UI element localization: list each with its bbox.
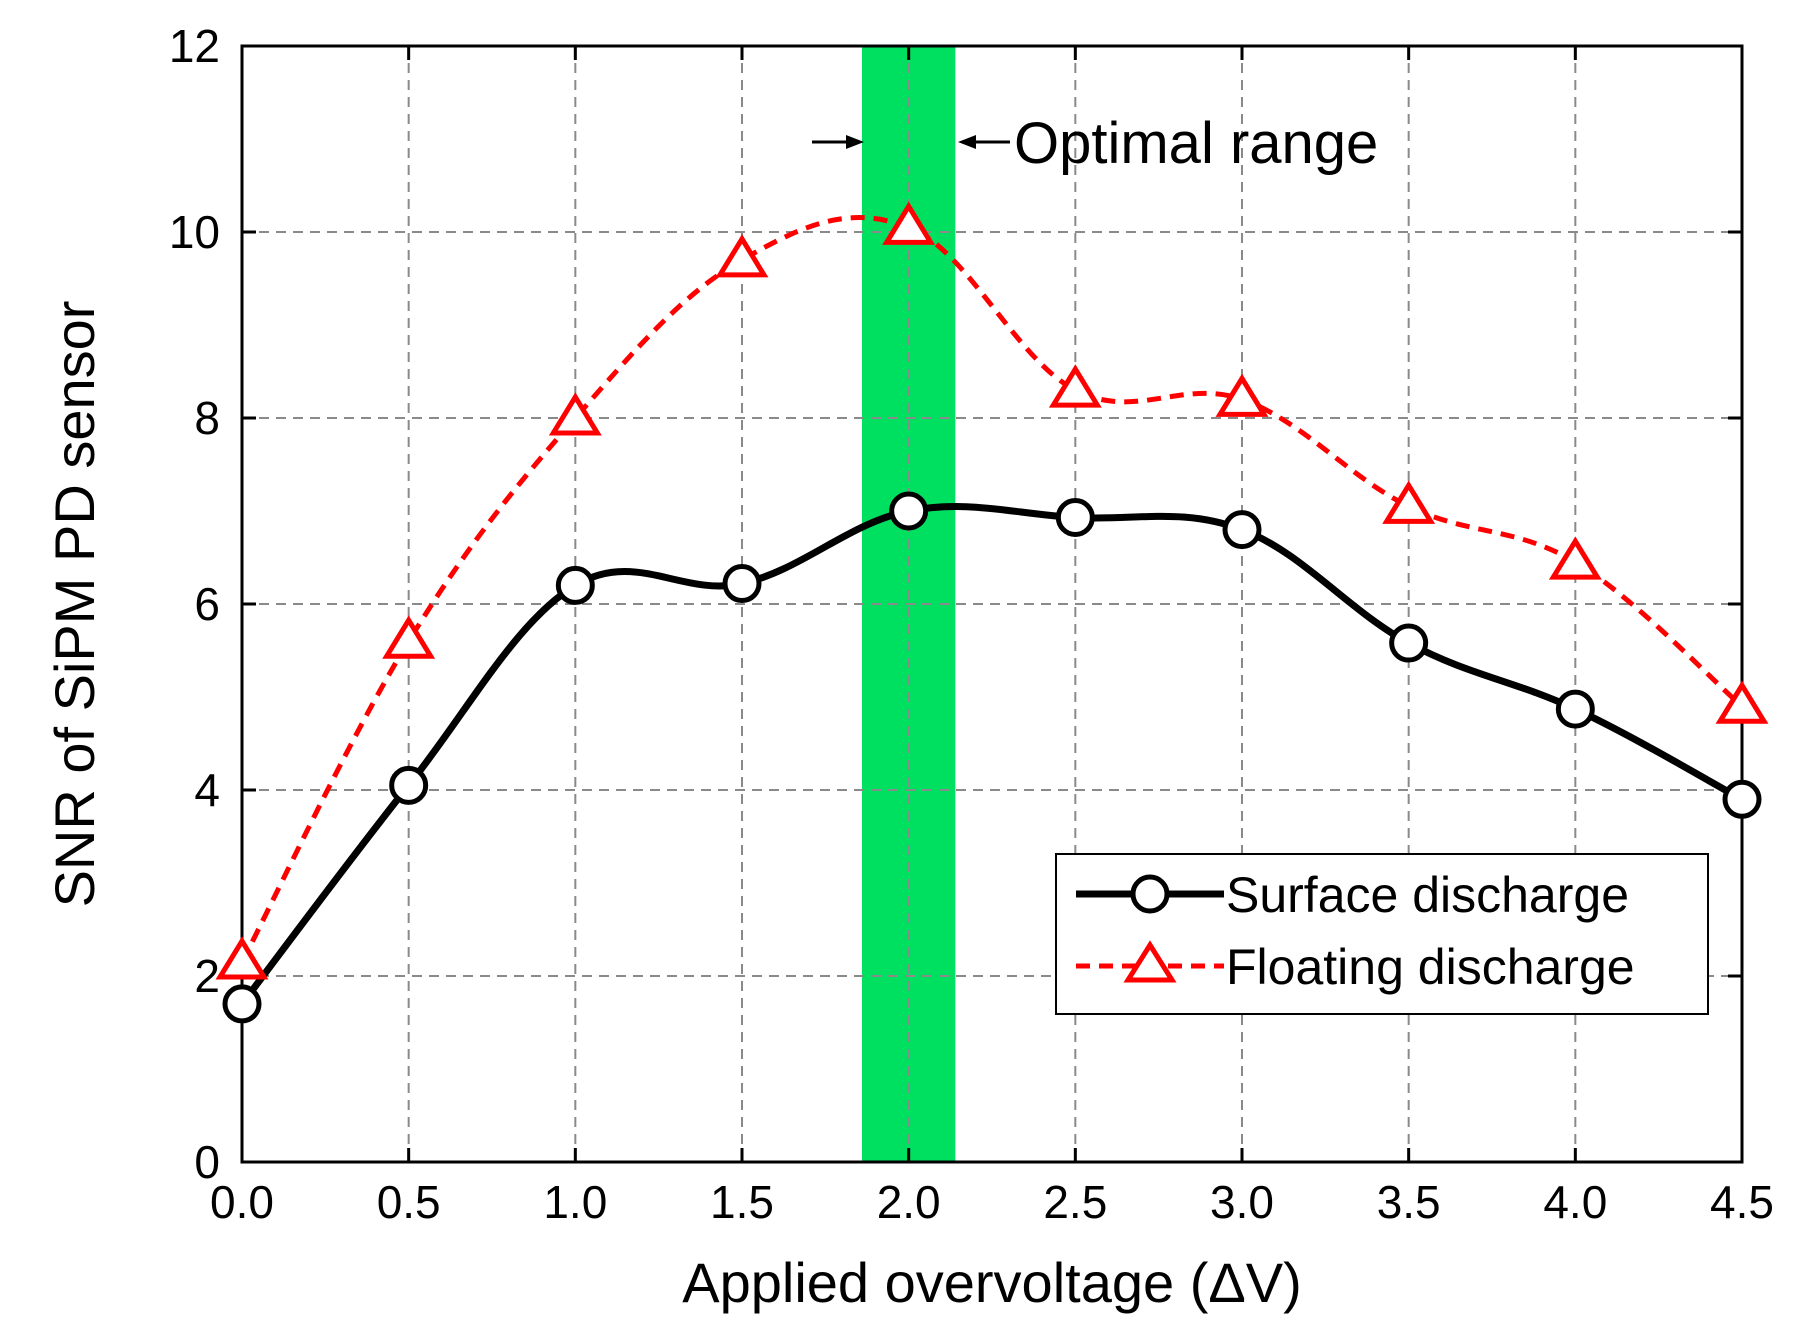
y-tick-label: 0 [194,1136,220,1188]
x-tick-label: 0.0 [210,1176,274,1228]
legend: Surface discharge Floating discharge [1055,853,1709,1015]
marker-surface-discharge [889,491,929,531]
marker-floating-discharge [882,201,936,245]
legend-label-floating: Floating discharge [1226,939,1635,995]
legend-label-surface: Surface discharge [1226,867,1629,923]
marker-surface-discharge [1389,623,1429,663]
marker-floating-discharge [382,615,436,659]
tick-layer: 0.0 0.5 1.0 1.5 2.0 2.5 3.0 3.5 4.0 4.5 0 2 4 6 8 10 12 [169,20,1774,1228]
marker-layer [215,201,1769,1024]
x-tick-label: 2.0 [877,1176,941,1228]
y-tick-label: 2 [194,950,220,1002]
x-tick-label: 2.5 [1043,1176,1107,1228]
x-tick-label: 0.5 [377,1176,441,1228]
series-line-surface-discharge [242,503,1742,1007]
y-tick-label: 10 [169,206,220,258]
marker-surface-discharge [389,765,429,805]
marker-surface-discharge [722,564,762,604]
legend-marker-floating [1123,940,1177,983]
x-tick-label: 3.5 [1377,1176,1441,1228]
x-tick-label: 3.0 [1210,1176,1274,1228]
marker-surface-discharge [1555,689,1595,729]
marker-surface-discharge [1722,779,1762,819]
marker-floating-discharge [215,936,269,980]
marker-floating-discharge [548,392,602,436]
marker-surface-discharge [1055,498,1095,538]
x-axis-title: Applied overvoltage (ΔV) [682,1251,1302,1314]
legend-marker-surface [1130,874,1170,914]
series-line-floating-discharge [242,215,1742,964]
legend-box [1055,853,1709,1015]
marker-surface-discharge [555,565,595,605]
marker-surface-discharge [222,984,262,1024]
marker-surface-discharge [1222,510,1262,550]
y-tick-label: 8 [194,392,220,444]
y-axis-title: SNR of SiPM PD sensor [43,301,106,908]
marker-floating-discharge [715,234,769,278]
optimal-range-annotation: Optimal range [812,111,1378,176]
series-layer [242,215,1742,1007]
marker-floating-discharge [1548,536,1602,580]
marker-floating-discharge [1715,680,1769,724]
x-tick-label: 1.0 [543,1176,607,1228]
marker-floating-discharge [1048,364,1102,408]
y-tick-label: 12 [169,20,220,72]
marker-floating-discharge [1215,373,1269,417]
optimal-range-label: Optimal range [1014,111,1378,176]
marker-floating-discharge [1382,480,1436,524]
right-arrow-head [958,135,976,149]
y-tick-label: 6 [194,578,220,630]
x-tick-label: 1.5 [710,1176,774,1228]
y-tick-label: 4 [194,764,220,816]
left-arrow-head [846,135,864,149]
x-tick-label: 4.5 [1710,1176,1774,1228]
x-tick-label: 4.0 [1543,1176,1607,1228]
